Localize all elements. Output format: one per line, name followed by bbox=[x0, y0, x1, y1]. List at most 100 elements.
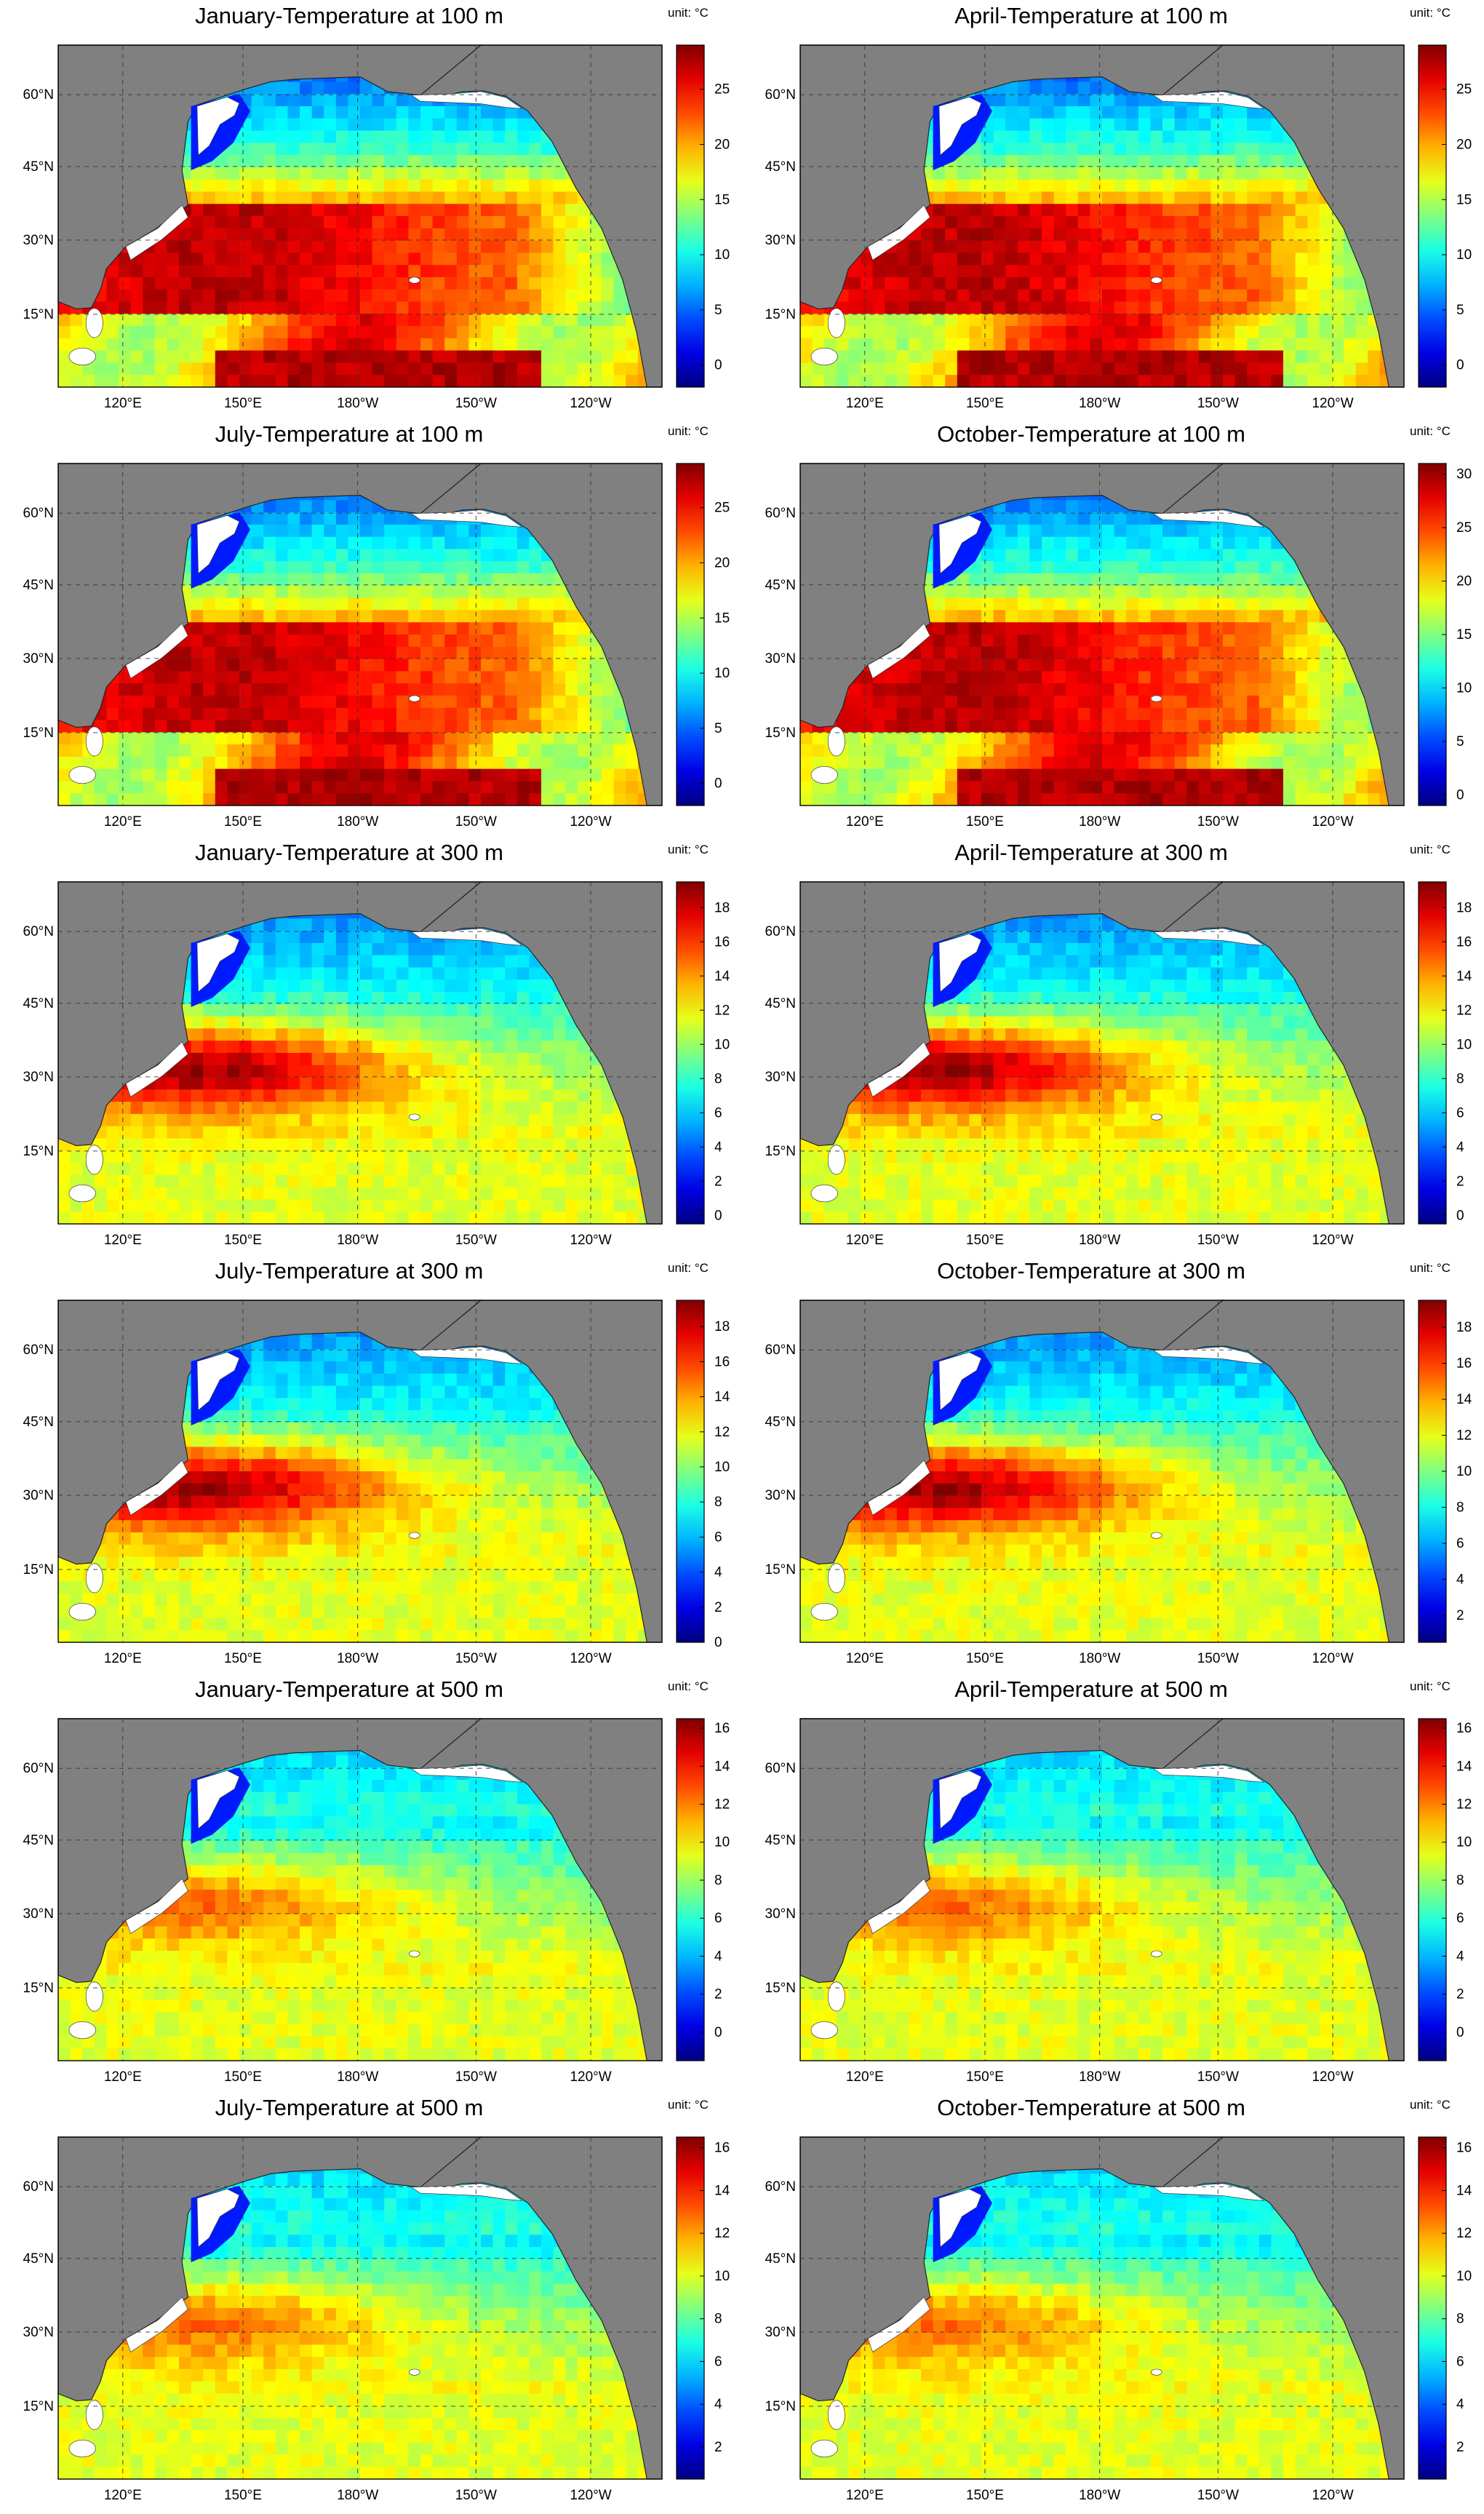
longitude-tick-label: 120°W bbox=[570, 2069, 611, 2085]
colorbar-tick-label: 16 bbox=[1456, 1356, 1472, 1372]
longitude-tick-label: 180°W bbox=[337, 2488, 378, 2503]
longitude-tick-label: 120°W bbox=[570, 2488, 611, 2503]
panel-title: April-Temperature at 100 m bbox=[954, 3, 1228, 28]
longitude-tick-label: 120°E bbox=[846, 2069, 884, 2085]
colorbar-tick-label: 30 bbox=[1456, 467, 1472, 482]
colorbar-tick-label: 10 bbox=[1456, 1464, 1472, 1479]
colorbar bbox=[1418, 44, 1447, 388]
sea-ice-mask bbox=[938, 91, 1265, 156]
japan-coast-mask bbox=[125, 623, 188, 679]
longitude-tick-label: 150°E bbox=[966, 2488, 1004, 2503]
colorbar-tick-label: 0 bbox=[714, 776, 722, 792]
longitude-tick-label: 150°E bbox=[224, 2488, 262, 2503]
colorbar bbox=[1418, 881, 1447, 1225]
longitude-tick-label: 150°E bbox=[966, 1233, 1004, 1248]
colorbar-tick-label: 4 bbox=[714, 2397, 722, 2412]
longitude-tick-label: 120°W bbox=[1312, 396, 1353, 411]
island bbox=[85, 1145, 103, 1175]
latitude-tick-label: 15°N bbox=[23, 1562, 54, 1578]
latitude-tick-label: 30°N bbox=[765, 1488, 796, 1503]
map-svg: 120°E 150°E 180°W 150°W 120°W 60°N 45°N 30°N 15°… bbox=[765, 1300, 1472, 1666]
colorbar-tick-label: 2 bbox=[1456, 1987, 1464, 2002]
colorbar-tick-label: 6 bbox=[1456, 1536, 1464, 1551]
sea-ice-mask bbox=[938, 928, 1265, 993]
asia-landmass bbox=[799, 1300, 1224, 1565]
longitude-tick-label: 180°W bbox=[1079, 1233, 1120, 1248]
colorbar-tick-label: 6 bbox=[714, 2354, 722, 2369]
sea-ice-mask bbox=[938, 509, 1265, 574]
longitude-tick-label: 120°E bbox=[846, 2488, 884, 2503]
colorbar bbox=[676, 44, 705, 388]
map-panel: July-Temperature at 500 m unit: °C 120°E 15… bbox=[0, 2092, 742, 2510]
latitude-tick-label: 15°N bbox=[23, 1981, 54, 1996]
longitude-tick-label: 150°E bbox=[966, 814, 1004, 830]
map-panel: April-Temperature at 100 m unit: °C 120°E 1… bbox=[742, 0, 1484, 418]
latitude-tick-label: 15°N bbox=[23, 725, 54, 741]
map-panel: October-Temperature at 500 m unit: °C 120°… bbox=[742, 2092, 1484, 2510]
longitude-tick-label: 180°W bbox=[337, 396, 378, 411]
unit-label: unit: °C bbox=[1410, 2098, 1451, 2112]
map-area bbox=[799, 1718, 1405, 2061]
latitude-tick-label: 15°N bbox=[765, 1144, 796, 1159]
latitude-tick-label: 45°N bbox=[23, 2251, 54, 2267]
colorbar-tick-label: 5 bbox=[1456, 303, 1464, 318]
map-area bbox=[57, 2136, 663, 2480]
map-svg: 120°E 150°E 180°W 150°W 120°W 60°N 45°N 30°N 15°… bbox=[23, 463, 730, 830]
longitude-tick-label: 150°E bbox=[966, 2069, 1004, 2085]
colorbar-tick-label: 12 bbox=[714, 2226, 730, 2241]
map-svg: 120°E 150°E 180°W 150°W 120°W 60°N 45°N 30°N 15°… bbox=[765, 463, 1472, 830]
colorbar-tick-label: 4 bbox=[1456, 1949, 1464, 1964]
colorbar-tick-label: 14 bbox=[1456, 1392, 1472, 1407]
colorbar-tick-label: 4 bbox=[1456, 1139, 1464, 1155]
colorbar-tick-label: 12 bbox=[1456, 1797, 1472, 1813]
map-frame bbox=[799, 44, 1405, 388]
colorbar bbox=[1418, 1300, 1447, 1643]
island bbox=[1150, 277, 1162, 284]
latitude-tick-label: 45°N bbox=[765, 578, 796, 593]
longitude-tick-label: 180°W bbox=[1079, 1651, 1120, 1666]
colorbar-tick-label: 10 bbox=[714, 1037, 730, 1052]
longitude-tick-label: 150°W bbox=[455, 2488, 497, 2503]
unit-label: unit: °C bbox=[668, 843, 709, 856]
longitude-tick-label: 180°W bbox=[1079, 2069, 1120, 2085]
longitude-tick-label: 150°E bbox=[224, 396, 262, 411]
sea-ice-mask bbox=[938, 1765, 1265, 1829]
colorbar-tick-label: 15 bbox=[714, 610, 730, 626]
map-area bbox=[799, 1300, 1405, 1643]
panel-title: April-Temperature at 300 m bbox=[954, 840, 1228, 865]
colorbar-tick-label: 10 bbox=[1456, 680, 1472, 696]
colorbar-tick-label: 2 bbox=[714, 1600, 722, 1615]
longitude-tick-label: 120°E bbox=[846, 1233, 884, 1248]
map-area bbox=[57, 881, 663, 1225]
colorbar-tick-label: 6 bbox=[714, 1530, 722, 1545]
panel-title: April-Temperature at 500 m bbox=[954, 1676, 1228, 1702]
panel-title: July-Temperature at 100 m bbox=[215, 421, 484, 447]
colorbar-tick-label: 8 bbox=[714, 2312, 722, 2327]
colorbar-tick-label: 16 bbox=[714, 1354, 730, 1369]
japan-coast-mask bbox=[867, 1878, 930, 1934]
colorbar-tick-label: 8 bbox=[1456, 2312, 1464, 2327]
colorbar-tick-label: 25 bbox=[1456, 520, 1472, 536]
island bbox=[408, 1950, 420, 1957]
colorbar-tick-label: 5 bbox=[714, 721, 722, 736]
longitude-tick-label: 120°W bbox=[1312, 2069, 1353, 2085]
island bbox=[1150, 1532, 1162, 1539]
latitude-tick-label: 15°N bbox=[23, 2399, 54, 2414]
latitude-tick-label: 60°N bbox=[23, 924, 54, 939]
colorbar-tick-label: 0 bbox=[1456, 2025, 1464, 2040]
colorbar-tick-label: 25 bbox=[714, 501, 730, 516]
colorbar-tick-label: 0 bbox=[1456, 787, 1464, 803]
longitude-tick-label: 150°W bbox=[1197, 2069, 1239, 2085]
island bbox=[810, 1184, 838, 1203]
island bbox=[68, 347, 96, 366]
island bbox=[68, 2021, 96, 2040]
colorbar-tick-label: 12 bbox=[1456, 1003, 1472, 1018]
japan-coast-mask bbox=[867, 1041, 930, 1097]
map-frame bbox=[799, 1300, 1405, 1643]
latitude-tick-label: 45°N bbox=[765, 159, 796, 175]
colorbar-tick-label: 2 bbox=[714, 1987, 722, 2002]
colorbar-tick-label: 10 bbox=[714, 666, 730, 681]
colorbar-tick-label: 10 bbox=[714, 1835, 730, 1850]
asia-landmass bbox=[799, 881, 1224, 1147]
asia-landmass bbox=[799, 44, 1224, 310]
